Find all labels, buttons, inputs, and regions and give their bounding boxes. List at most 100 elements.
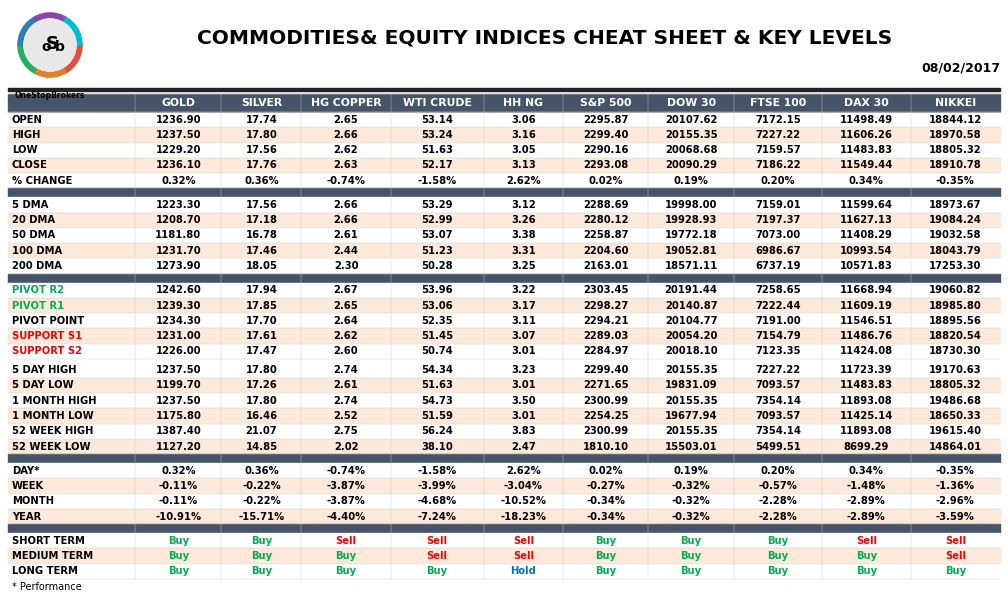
Text: 2.62%: 2.62% [506,175,540,186]
Bar [8,533,1000,549]
Text: 7093.57: 7093.57 [755,380,800,391]
Text: 18805.32: 18805.32 [929,380,982,391]
Text: 52.35: 52.35 [421,316,453,326]
Text: -0.74%: -0.74% [327,466,366,476]
Text: 18730.30: 18730.30 [929,346,982,356]
Text: 20090.29: 20090.29 [665,160,717,171]
Text: 2.66: 2.66 [334,200,359,210]
Wedge shape [18,45,37,73]
Text: 20068.68: 20068.68 [665,145,718,155]
Text: 50.28: 50.28 [421,261,453,271]
Text: 2298.27: 2298.27 [584,300,629,311]
Text: 11498.49: 11498.49 [840,115,893,124]
Text: -0.32%: -0.32% [671,496,711,506]
Text: 1239.30: 1239.30 [155,300,201,311]
Text: 2.66: 2.66 [334,130,359,140]
Text: -0.35%: -0.35% [935,466,975,476]
Text: 100 DMA: 100 DMA [12,246,62,256]
Text: 17253.30: 17253.30 [929,261,982,271]
Text: 7093.57: 7093.57 [755,411,800,421]
Text: 5 DMA: 5 DMA [12,200,48,210]
Text: 7172.15: 7172.15 [755,115,800,124]
Text: 3.17: 3.17 [511,300,536,311]
Text: 2.65: 2.65 [334,115,359,124]
Text: 0.36%: 0.36% [244,466,279,476]
Bar [8,173,1000,188]
Text: Buy: Buy [767,536,788,546]
Bar [8,564,1000,579]
Text: NIKKEI: NIKKEI [934,98,976,108]
Text: 1199.70: 1199.70 [155,380,202,391]
Text: Sell: Sell [944,551,966,561]
Text: 17.80: 17.80 [246,365,277,375]
Text: 18.05: 18.05 [246,261,277,271]
Bar [8,408,1000,424]
Text: Sell: Sell [426,551,448,561]
Bar [8,359,1000,362]
Text: 1236.90: 1236.90 [155,115,202,124]
Text: Buy: Buy [680,551,702,561]
Text: 2293.08: 2293.08 [584,160,629,171]
Text: 18895.56: 18895.56 [928,316,982,326]
Text: 0.19%: 0.19% [673,466,709,476]
Text: 3.23: 3.23 [511,365,535,375]
Text: 7197.37: 7197.37 [755,215,800,225]
Text: 7227.22: 7227.22 [755,130,800,140]
Text: 19772.18: 19772.18 [664,230,718,240]
Text: 1231.70: 1231.70 [155,246,202,256]
Text: Buy: Buy [167,536,188,546]
Text: Sell: Sell [513,536,534,546]
Text: 7123.35: 7123.35 [755,346,800,356]
Text: 20155.35: 20155.35 [664,395,718,406]
Text: 3.01: 3.01 [511,411,536,421]
Bar [8,88,1000,91]
Text: 3.06: 3.06 [511,115,535,124]
Bar [8,94,1000,112]
Text: 0.36%: 0.36% [244,175,279,186]
Text: 5 DAY LOW: 5 DAY LOW [12,380,74,391]
Text: 1208.70: 1208.70 [155,215,202,225]
Text: 2.02: 2.02 [334,442,358,451]
Text: 14.85: 14.85 [245,442,277,451]
Bar [8,424,1000,439]
Text: -2.28%: -2.28% [758,511,797,522]
Bar [8,127,1000,142]
Text: PIVOT R1: PIVOT R1 [12,300,65,311]
Text: 52.99: 52.99 [421,215,453,225]
Text: -2.96%: -2.96% [935,496,975,506]
Text: 0.34%: 0.34% [849,466,884,476]
Text: 1127.20: 1127.20 [155,442,202,451]
Bar [8,344,1000,359]
Text: 2294.21: 2294.21 [583,316,629,326]
Text: 1223.30: 1223.30 [155,200,201,210]
Text: 11609.19: 11609.19 [840,300,893,311]
Wedge shape [18,17,37,45]
Text: Hold: Hold [510,566,536,576]
Text: OneStopBrokers: OneStopBrokers [15,91,86,100]
Text: 53.96: 53.96 [421,285,453,295]
Text: Buy: Buy [767,566,788,576]
Text: 19928.93: 19928.93 [665,215,718,225]
Text: 11424.08: 11424.08 [840,346,893,356]
Text: 20104.77: 20104.77 [665,316,718,326]
Bar [8,142,1000,158]
Bar [8,454,1000,463]
Text: 19032.58: 19032.58 [929,230,982,240]
Text: 2.63: 2.63 [334,160,359,171]
Text: 0.20%: 0.20% [761,175,795,186]
Text: HIGH: HIGH [12,130,40,140]
Text: Buy: Buy [167,551,188,561]
Text: 2.62: 2.62 [334,331,359,341]
Text: 18571.11: 18571.11 [664,261,718,271]
Text: 2290.16: 2290.16 [584,145,629,155]
Text: -1.48%: -1.48% [847,481,886,491]
Text: 2299.40: 2299.40 [584,130,629,140]
Text: 51.63: 51.63 [421,145,453,155]
Text: 50.74: 50.74 [421,346,453,356]
Bar [8,298,1000,313]
Text: 3.01: 3.01 [511,346,536,356]
Text: 3.25: 3.25 [511,261,535,271]
Text: 18805.32: 18805.32 [929,145,982,155]
Text: o: o [41,40,50,54]
Circle shape [18,13,82,77]
